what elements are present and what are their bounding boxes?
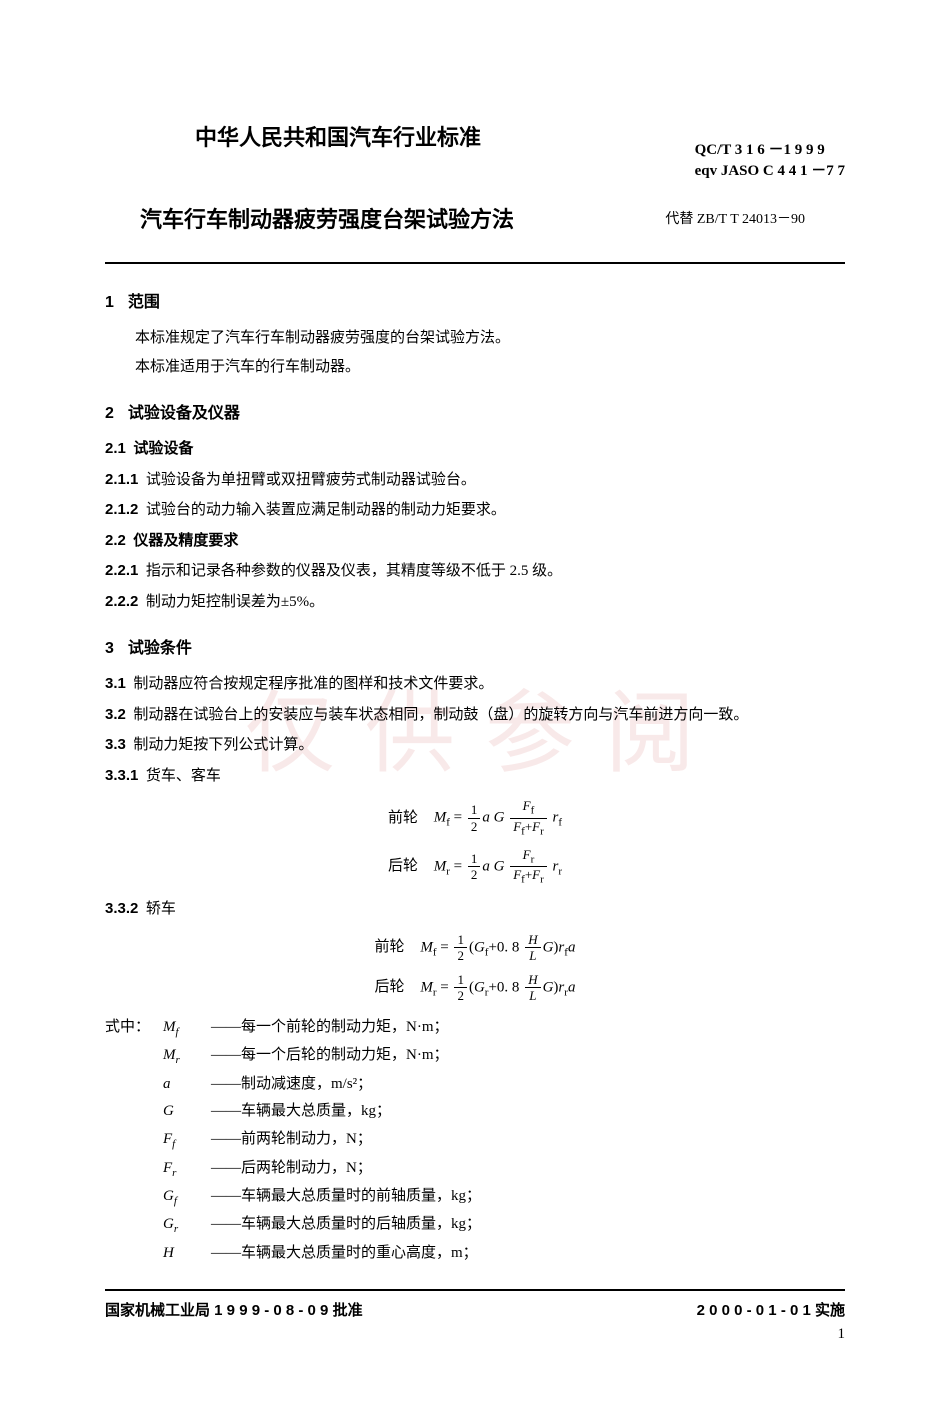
clause-3-3-2: 3.3.2 轿车 [105,895,845,924]
where-label: 式中： [105,1014,163,1042]
footer-effective: 2 0 0 0 - 0 1 - 0 1 实施 [697,1299,845,1320]
clause-2-2-1-text: 指示和记录各种参数的仪器及仪表，其精度等级不低于 2.5 级。 [146,563,562,579]
page-number: 1 [105,1326,845,1343]
replaces-code: 代替 ZB/T T 24013－90 [665,208,805,228]
where-desc-Gr: ——车辆最大总质量时的后轴质量，kg； [211,1211,845,1239]
section-2-head: 2 试验设备及仪器 [105,399,845,423]
where-sym-Gr: Gr [163,1211,211,1239]
section-3-title: 试验条件 [128,640,192,657]
section-3-num: 3 [105,640,114,657]
section-1-title: 范围 [128,294,160,311]
where-desc-Mr: ——每一个后轮的制动力矩，N·m； [211,1042,845,1070]
where-sym-Fr: Fr [163,1155,211,1183]
where-desc-G: ——车辆最大总质量，kg； [211,1098,845,1126]
clause-2-2-2-num: 2.2.2 [105,593,138,610]
standard-category-title: 中华人民共和国汽车行业标准 [195,120,481,152]
footer-rule [105,1289,845,1291]
where-block: 式中： Mf ——每一个前轮的制动力矩，N·m； Mr ——每一个后轮的制动力矩… [105,1014,845,1267]
formula-car-rear: 后轮 Mr = 12(Gr+0. 8 HLG)rra [105,972,845,1004]
clause-3-3-1-num: 3.3.1 [105,767,138,784]
section-1-num: 1 [105,294,114,311]
clause-3-1-text: 制动器应符合按规定程序批准的图样和技术文件要求。 [133,676,493,692]
where-desc-H: ——车辆最大总质量时的重心高度，m； [211,1240,845,1268]
clause-2-1-1-text: 试验设备为单扭臂或双扭臂疲劳式制动器试验台。 [146,472,476,488]
clause-2-1-1-num: 2.1.1 [105,471,138,488]
clause-2-1-title: 试验设备 [133,440,193,457]
section-2-num: 2 [105,405,114,422]
where-sym-G: G [163,1098,211,1126]
clause-3-2: 3.2 制动器在试验台上的安装应与装车状态相同，制动鼓（盘）的旋转方向与汽车前进… [105,701,845,730]
clause-2-1-2-text: 试验台的动力输入装置应满足制动器的制动力矩要求。 [146,502,506,518]
where-sym-Mr: Mr [163,1042,211,1070]
section-1-head: 1 范围 [105,288,845,312]
footer-approval: 国家机械工业局 1 9 9 9 - 0 8 - 0 9 批准 [105,1299,363,1320]
clause-3-2-num: 3.2 [105,706,126,723]
clause-2-1-1: 2.1.1 试验设备为单扭臂或双扭臂疲劳式制动器试验台。 [105,466,845,495]
clause-2-1-2: 2.1.2 试验台的动力输入装置应满足制动器的制动力矩要求。 [105,496,845,525]
clause-2-2-1-num: 2.2.1 [105,562,138,579]
clause-2-2-2: 2.2.2 制动力矩控制误差为±5%。 [105,588,845,617]
subtitle-row: 汽车行车制动器疲劳强度台架试验方法 代替 ZB/T T 24013－90 [105,202,845,234]
where-desc-Gf: ——车辆最大总质量时的前轴质量，kg； [211,1183,845,1211]
clause-3-3: 3.3 制动力矩按下列公式计算。 [105,731,845,760]
where-desc-Ff: ——前两轮制动力，N； [211,1126,845,1154]
clause-2-1: 2.1 试验设备 [105,435,845,464]
formula-car-front: 前轮 Mf = 12(Gf+0. 8 HLG)rfa [105,932,845,964]
formula-car-front-label: 前轮 [375,935,405,956]
header-row: 中华人民共和国汽车行业标准 QC/T 3 1 6 －1 9 9 9 eqv JA… [105,120,845,182]
clause-3-3-2-text: 轿车 [146,901,176,917]
where-sym-Ff: Ff [163,1126,211,1154]
section-1-p2: 本标准适用于汽车的行车制动器。 [105,353,845,382]
clause-2-2-num: 2.2 [105,532,126,549]
section-2-title: 试验设备及仪器 [128,405,240,422]
standard-code-eqv: eqv JASO C 4 4 1 －7 7 [695,161,845,182]
standard-code-main: QC/T 3 1 6 －1 9 9 9 [695,140,845,161]
document-title: 汽车行车制动器疲劳强度台架试验方法 [140,202,514,234]
where-sym-Mf: Mf [163,1014,211,1042]
clause-3-2-text: 制动器在试验台上的安装应与装车状态相同，制动鼓（盘）的旋转方向与汽车前进方向一致… [133,707,748,723]
clause-3-1: 3.1 制动器应符合按规定程序批准的图样和技术文件要求。 [105,670,845,699]
where-sym-Gf: Gf [163,1183,211,1211]
header-rule [105,262,845,264]
clause-2-1-num: 2.1 [105,440,126,457]
section-1-p1: 本标准规定了汽车行车制动器疲劳强度的台架试验方法。 [105,324,845,353]
clause-3-1-num: 3.1 [105,675,126,692]
where-sym-a: a [163,1071,211,1099]
formula-rear-label: 后轮 [388,854,418,875]
clause-2-2-1: 2.2.1 指示和记录各种参数的仪器及仪表，其精度等级不低于 2.5 级。 [105,557,845,586]
where-desc-Mf: ——每一个前轮的制动力矩，N·m； [211,1014,845,1042]
where-desc-Fr: ——后两轮制动力，N； [211,1155,845,1183]
footer-row: 国家机械工业局 1 9 9 9 - 0 8 - 0 9 批准 2 0 0 0 -… [105,1299,845,1320]
where-sym-H: H [163,1240,211,1268]
clause-2-2: 2.2 仪器及精度要求 [105,527,845,556]
section-3-head: 3 试验条件 [105,634,845,658]
clause-3-3-text: 制动力矩按下列公式计算。 [133,737,313,753]
where-desc-a: ——制动减速度，m/s²； [211,1071,845,1099]
formula-truck-front: 前轮 Mf = 12a G FfFf+Fr rf [105,798,845,839]
standard-codes: QC/T 3 1 6 －1 9 9 9 eqv JASO C 4 4 1 －7 … [695,140,845,182]
clause-3-3-1: 3.3.1 货车、客车 [105,762,845,791]
clause-3-3-2-num: 3.3.2 [105,900,138,917]
formula-truck-rear: 后轮 Mr = 12a G FrFf+Fr rr [105,847,845,888]
clause-3-3-1-text: 货车、客车 [146,768,221,784]
clause-2-2-title: 仪器及精度要求 [133,532,238,549]
clause-2-1-2-num: 2.1.2 [105,501,138,518]
clause-2-2-2-text: 制动力矩控制误差为±5%。 [146,594,324,610]
formula-car-rear-label: 后轮 [375,975,405,996]
clause-3-3-num: 3.3 [105,736,126,753]
formula-front-label: 前轮 [388,806,418,827]
